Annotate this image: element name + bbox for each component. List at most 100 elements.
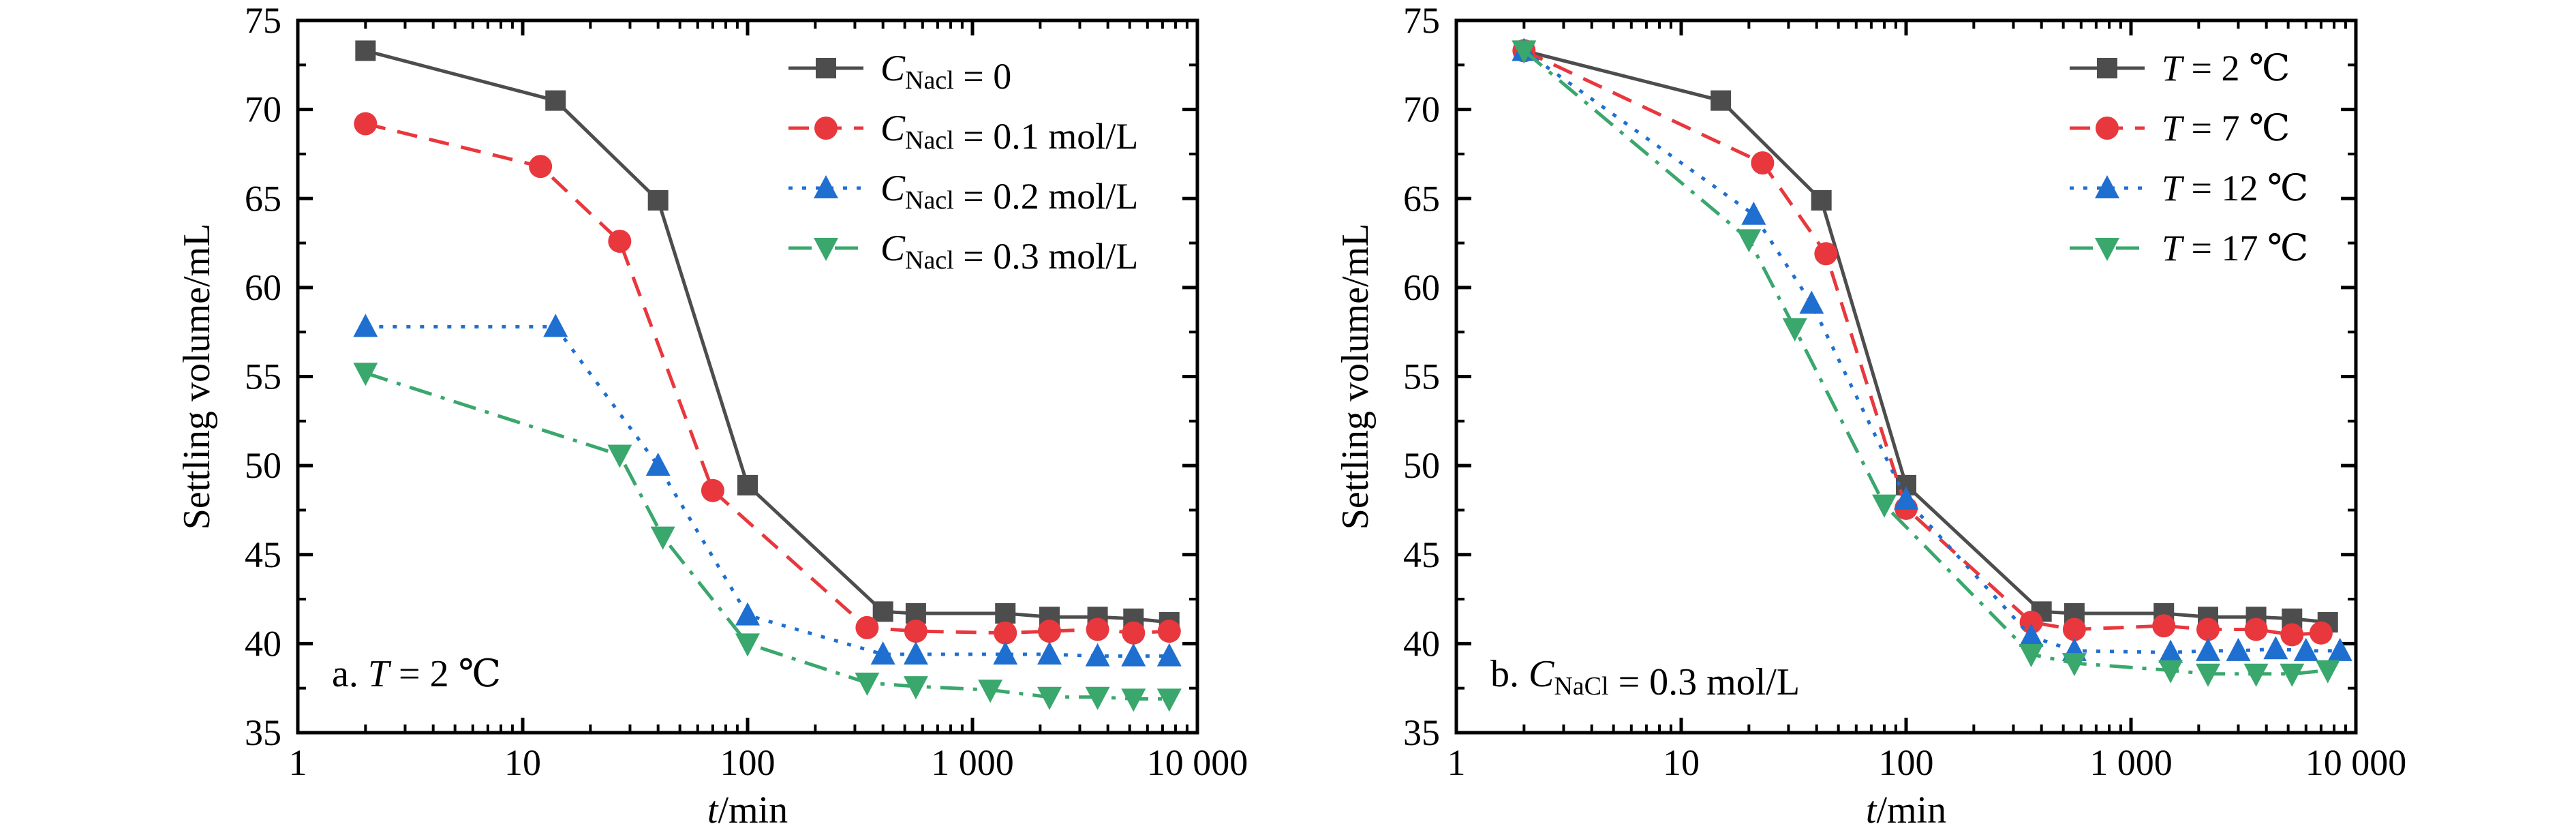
data-point xyxy=(1085,643,1110,667)
data-point xyxy=(1121,643,1146,667)
data-point xyxy=(1711,90,1732,111)
data-point xyxy=(2327,637,2352,661)
data-point xyxy=(1037,620,1061,643)
data-point xyxy=(355,40,376,61)
y-tick-label: 50 xyxy=(245,445,281,486)
data-point xyxy=(2309,621,2333,645)
legend-item-1: CNacl = 0 xyxy=(788,48,1011,97)
data-point xyxy=(2195,663,2220,687)
legend-marker xyxy=(816,58,836,78)
data-point xyxy=(1086,617,1109,641)
x-tick-label: 10 000 xyxy=(2305,742,2407,783)
legend-label: T = 7 ℃ xyxy=(2162,108,2290,149)
x-tick-label: 100 xyxy=(1879,742,1934,783)
data-point xyxy=(353,363,378,386)
x-tick-label: 1 000 xyxy=(931,742,1014,783)
y-tick-label: 35 xyxy=(1403,712,1440,753)
data-point xyxy=(2244,617,2268,641)
y-tick-label: 75 xyxy=(245,0,281,41)
x-tick-label: 1 xyxy=(289,742,307,783)
data-point xyxy=(2196,617,2220,641)
data-point xyxy=(735,633,760,657)
x-tick-label: 100 xyxy=(720,742,776,783)
data-point xyxy=(2315,660,2340,684)
y-tick-label: 70 xyxy=(245,89,281,130)
legend-marker xyxy=(2097,58,2117,78)
y-tick-label: 75 xyxy=(1403,0,1440,41)
data-point xyxy=(1085,686,1110,710)
legend-item-4: T = 17 ℃ xyxy=(2070,228,2308,269)
x-tick-label: 1 000 xyxy=(2089,742,2173,783)
legend-marker xyxy=(2096,117,2119,140)
data-point xyxy=(2019,644,2044,668)
data-point xyxy=(855,672,880,696)
legend-label: T = 17 ℃ xyxy=(2162,228,2308,269)
series-line xyxy=(365,324,1169,658)
data-point xyxy=(645,453,671,476)
data-point xyxy=(2280,623,2304,647)
x-axis-title: t/min xyxy=(1866,789,1946,832)
data-point xyxy=(870,641,895,665)
y-tick-label: 65 xyxy=(245,178,281,219)
legend-item-4: CNacl = 0.3 mol/L xyxy=(788,228,1138,277)
data-point xyxy=(1157,620,1181,643)
data-point xyxy=(1122,621,1146,645)
y-tick-label: 60 xyxy=(1403,267,1440,308)
series-3 xyxy=(353,314,1182,667)
legend-label: CNacl = 0.3 mol/L xyxy=(880,228,1138,277)
data-point xyxy=(543,314,568,337)
data-point xyxy=(2158,639,2183,663)
panel-annotation: b. CNaCl = 0.3 mol/L xyxy=(1490,653,1800,703)
y-tick-label: 45 xyxy=(245,534,281,575)
legend-item-2: T = 7 ℃ xyxy=(2070,108,2290,149)
legend-label: T = 2 ℃ xyxy=(2162,48,2290,89)
data-point xyxy=(607,444,632,468)
legend-item-3: T = 12 ℃ xyxy=(2070,168,2308,209)
y-tick-label: 55 xyxy=(1403,356,1440,397)
x-tick-label: 10 xyxy=(1663,742,1700,783)
legend-label: CNacl = 0.2 mol/L xyxy=(880,168,1138,217)
data-point xyxy=(353,314,378,337)
x-axis-title: t/min xyxy=(707,789,788,832)
x-tick-label: 10 000 xyxy=(1147,742,1248,783)
legend-marker xyxy=(2095,175,2119,198)
series-line xyxy=(1522,49,2340,654)
data-point xyxy=(994,621,1017,645)
series-4 xyxy=(1512,40,2340,687)
data-point xyxy=(2152,614,2176,638)
legend-marker xyxy=(2095,238,2119,261)
y-tick-label: 55 xyxy=(245,356,281,397)
data-point xyxy=(1741,201,1766,225)
legend-marker xyxy=(814,175,838,198)
data-point xyxy=(903,641,928,665)
data-point xyxy=(904,620,927,643)
data-point xyxy=(1814,242,1838,266)
data-point xyxy=(1512,40,1537,64)
data-point xyxy=(354,112,378,136)
data-point xyxy=(1894,486,1918,510)
data-point xyxy=(1782,318,1807,341)
data-point xyxy=(995,602,1016,624)
x-tick-label: 1 xyxy=(1447,742,1466,783)
y-tick-label: 35 xyxy=(245,712,281,753)
chart-panel-b: 35 40 45 50 55 60 65 70 75 1 10 100 1 000 10 000 t/min… xyxy=(1334,0,2406,832)
series-4 xyxy=(353,363,1182,712)
data-point xyxy=(2062,617,2086,641)
chart-panel-a: 35 40 45 50 55 60 65 70 75 1 10 100 1 000 10 000 t/min… xyxy=(176,0,1248,832)
data-point xyxy=(1156,643,1182,667)
series-2 xyxy=(354,112,1181,645)
legend-item-3: CNacl = 0.2 mol/L xyxy=(788,168,1138,217)
data-point xyxy=(2158,660,2183,684)
data-point xyxy=(545,90,566,111)
y-axis-title: Settling volume/mL xyxy=(1334,224,1377,530)
y-tick-label: 45 xyxy=(1403,534,1440,575)
y-tick-label: 70 xyxy=(1403,89,1440,130)
data-point xyxy=(903,676,928,700)
data-point xyxy=(1872,494,1897,518)
data-point xyxy=(1121,688,1146,712)
y-tick-label: 50 xyxy=(1403,445,1440,486)
data-point xyxy=(1037,641,1062,665)
data-point xyxy=(2263,636,2288,660)
data-point xyxy=(647,189,669,211)
legend-item-2: CNacl = 0.1 mol/L xyxy=(788,108,1138,157)
